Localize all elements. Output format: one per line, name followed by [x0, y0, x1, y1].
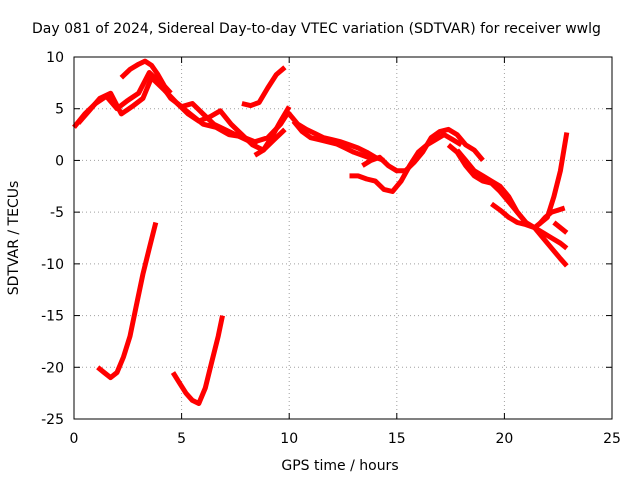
y-tick-label: 5: [55, 102, 64, 118]
chart-title: Day 081 of 2024, Sidereal Day-to-day VTE…: [32, 21, 601, 37]
y-tick-label: -5: [50, 205, 64, 221]
series-track-5: [241, 65, 287, 109]
x-tick-label: 10: [280, 431, 298, 447]
x-tick-label: 20: [495, 431, 513, 447]
x-tick-label: 0: [70, 431, 79, 447]
axis-ticks: 0 5 10 15 20 25 -25 -20 -15 -10 -5 0 5 10: [41, 50, 621, 447]
series-track-9: [349, 132, 463, 194]
x-tick-label: 5: [177, 431, 186, 447]
y-tick-label: -15: [41, 309, 64, 325]
series-track-3: [119, 58, 173, 95]
series-track-10: [361, 126, 485, 174]
series-track-15: [532, 132, 570, 230]
series-track-8: [291, 119, 372, 161]
plot-frame: [73, 56, 613, 420]
series-track-12: [455, 148, 569, 251]
x-tick-label: 25: [603, 431, 621, 447]
y-tick-label: 0: [55, 153, 64, 169]
x-tick-label: 15: [388, 431, 406, 447]
series-track-18: [170, 315, 225, 406]
y-tick-label: -25: [41, 412, 64, 428]
y-tick-label: -20: [41, 360, 64, 376]
x-axis-label: GPS time / hours: [281, 458, 398, 474]
y-tick-label: -10: [41, 257, 64, 273]
series-track-13: [490, 201, 569, 268]
series-layer: [72, 58, 570, 406]
series-track-7: [287, 112, 385, 163]
grid: [74, 57, 612, 419]
y-axis-label: SDTVAR / TECUs: [6, 181, 22, 296]
series-track-6: [253, 105, 292, 158]
series-track-17: [96, 221, 159, 381]
y-tick-label: 10: [46, 50, 64, 66]
series-track-16: [552, 220, 569, 235]
